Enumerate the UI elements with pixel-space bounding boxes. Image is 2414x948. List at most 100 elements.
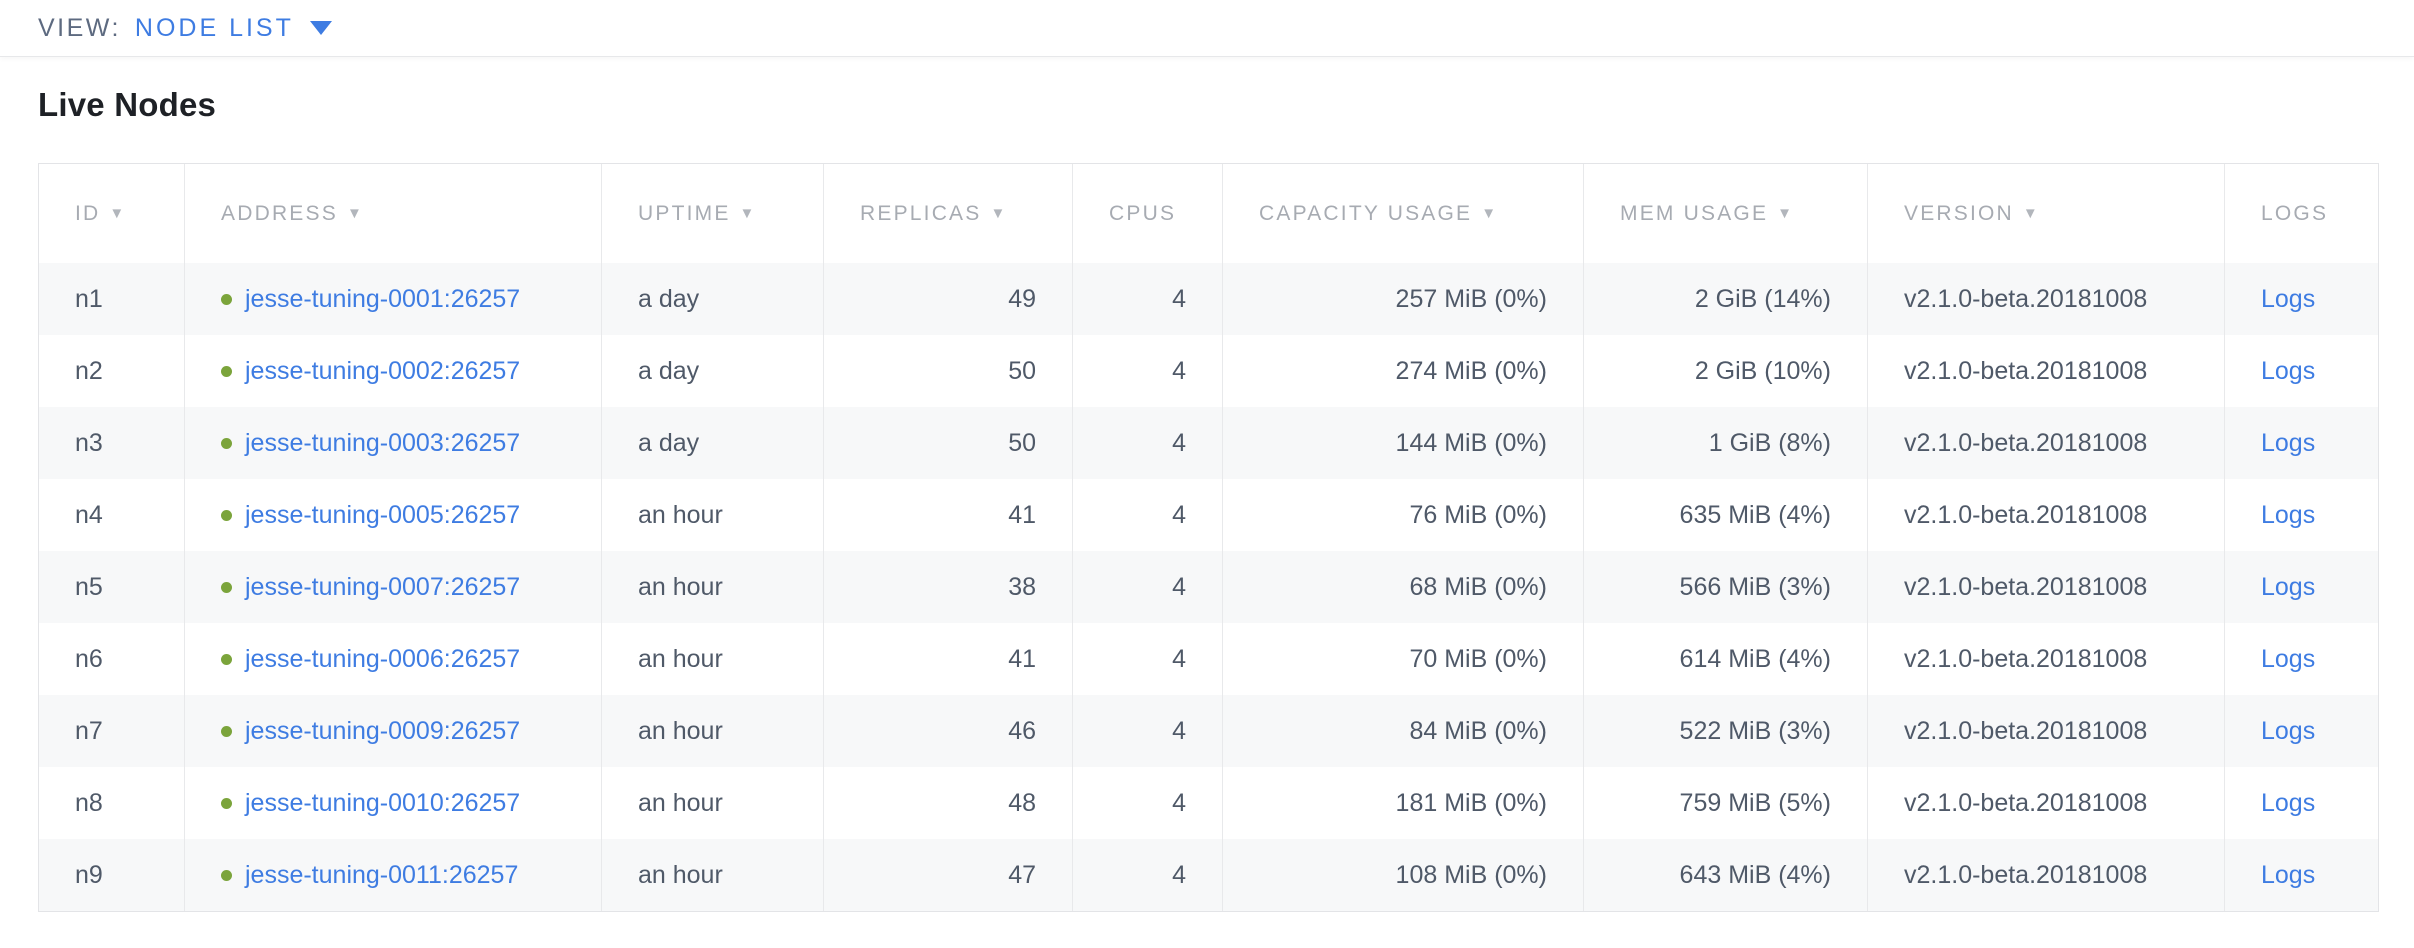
node-logs-link[interactable]: Logs (2261, 572, 2316, 601)
cell-logs: Logs (2224, 695, 2378, 767)
cell-id: n9 (39, 839, 184, 911)
cell-uptime: an hour (601, 623, 823, 695)
cell-version: v2.1.0-beta.20181008 (1867, 263, 2224, 335)
column-header-uptime[interactable]: UPTIME ▼ (601, 164, 823, 263)
cell-address: jesse-tuning-0007:26257 (184, 551, 601, 623)
cell-cpus: 4 (1072, 695, 1222, 767)
cell-replicas: 41 (823, 623, 1072, 695)
cell-version: v2.1.0-beta.20181008 (1867, 479, 2224, 551)
cell-capacity: 84 MiB (0%) (1222, 695, 1583, 767)
cell-replicas: 50 (823, 335, 1072, 407)
cell-mem: 759 MiB (5%) (1583, 767, 1867, 839)
node-health-dot-icon (221, 581, 232, 593)
node-address: jesse-tuning-0001:26257 (221, 285, 565, 314)
node-row-n6: n6 jesse-tuning-0006:26257 an hour 41 4 70 Mi… (39, 623, 2378, 695)
sort-desc-icon: ▼ (1777, 204, 1795, 222)
node-address-link[interactable]: jesse-tuning-0005:26257 (245, 500, 521, 529)
cell-version: v2.1.0-beta.20181008 (1867, 623, 2224, 695)
node-logs-link[interactable]: Logs (2261, 860, 2316, 889)
node-logs-link[interactable]: Logs (2261, 716, 2316, 745)
node-address-link[interactable]: jesse-tuning-0010:26257 (245, 788, 521, 817)
cell-cpus: 4 (1072, 479, 1222, 551)
node-logs-link[interactable]: Logs (2261, 428, 2316, 457)
cell-cpus: 4 (1072, 767, 1222, 839)
view-selector-dropdown[interactable]: NODE LIST (135, 14, 332, 43)
cell-uptime: an hour (601, 839, 823, 911)
node-address-link[interactable]: jesse-tuning-0001:26257 (245, 284, 521, 313)
cell-version: v2.1.0-beta.20181008 (1867, 335, 2224, 407)
node-address: jesse-tuning-0011:26257 (221, 861, 565, 890)
column-header-version[interactable]: VERSION ▼ (1867, 164, 2224, 263)
cell-version: v2.1.0-beta.20181008 (1867, 767, 2224, 839)
node-row-n1: n1 jesse-tuning-0001:26257 a day 49 4 257 MiB… (39, 263, 2378, 335)
column-header-mem[interactable]: MEM USAGE ▼ (1583, 164, 1867, 263)
cell-capacity: 144 MiB (0%) (1222, 407, 1583, 479)
cell-cpus: 4 (1072, 839, 1222, 911)
cell-mem: 566 MiB (3%) (1583, 551, 1867, 623)
cell-id: n2 (39, 335, 184, 407)
node-address-link[interactable]: jesse-tuning-0002:26257 (245, 356, 521, 385)
column-header-capacity[interactable]: CAPACITY USAGE ▼ (1222, 164, 1583, 263)
cell-capacity: 108 MiB (0%) (1222, 839, 1583, 911)
node-health-dot-icon (221, 509, 232, 521)
column-label: CPUS (1109, 201, 1177, 225)
cell-logs: Logs (2224, 263, 2378, 335)
cell-capacity: 76 MiB (0%) (1222, 479, 1583, 551)
page-title: Live Nodes (38, 86, 217, 123)
cell-address: jesse-tuning-0009:26257 (184, 695, 601, 767)
chevron-down-icon (309, 21, 332, 35)
cell-id: n7 (39, 695, 184, 767)
table-header-row: ID ▼ ADDRESS ▼ UPTIME ▼ REPLICAS ▼ CPUS CAPACITY … (39, 164, 2378, 263)
node-row-n2: n2 jesse-tuning-0002:26257 a day 50 4 274 MiB… (39, 335, 2378, 407)
column-label: VERSION (1904, 201, 2014, 225)
node-address-link[interactable]: jesse-tuning-0006:26257 (245, 644, 521, 673)
column-header-cpus: CPUS (1072, 164, 1222, 263)
cell-address: jesse-tuning-0001:26257 (184, 263, 601, 335)
cell-cpus: 4 (1072, 335, 1222, 407)
cell-capacity: 68 MiB (0%) (1222, 551, 1583, 623)
column-header-replicas[interactable]: REPLICAS ▼ (823, 164, 1072, 263)
cell-version: v2.1.0-beta.20181008 (1867, 407, 2224, 479)
column-label: LOGS (2261, 201, 2329, 225)
node-logs-link[interactable]: Logs (2261, 644, 2316, 673)
live-nodes-table: ID ▼ ADDRESS ▼ UPTIME ▼ REPLICAS ▼ CPUS CAPACITY … (38, 163, 2379, 912)
cell-uptime: an hour (601, 479, 823, 551)
node-health-dot-icon (221, 869, 232, 881)
cell-mem: 635 MiB (4%) (1583, 479, 1867, 551)
column-label: REPLICAS (860, 201, 982, 225)
cell-id: n1 (39, 263, 184, 335)
cell-replicas: 49 (823, 263, 1072, 335)
cell-mem: 2 GiB (14%) (1583, 263, 1867, 335)
cell-replicas: 48 (823, 767, 1072, 839)
cell-version: v2.1.0-beta.20181008 (1867, 551, 2224, 623)
node-health-dot-icon (221, 725, 232, 737)
node-logs-link[interactable]: Logs (2261, 788, 2316, 817)
node-logs-link[interactable]: Logs (2261, 500, 2316, 529)
cell-replicas: 41 (823, 479, 1072, 551)
cell-address: jesse-tuning-0005:26257 (184, 479, 601, 551)
sort-desc-icon: ▼ (2022, 204, 2040, 222)
node-row-n9: n9 jesse-tuning-0011:26257 an hour 47 4 108 M… (39, 839, 2378, 911)
node-address: jesse-tuning-0002:26257 (221, 357, 565, 386)
cell-uptime: a day (601, 407, 823, 479)
node-address-link[interactable]: jesse-tuning-0007:26257 (245, 572, 521, 601)
column-header-id[interactable]: ID ▼ (39, 164, 184, 263)
sort-desc-icon: ▼ (346, 204, 364, 222)
node-row-n4: n4 jesse-tuning-0005:26257 an hour 41 4 76 Mi… (39, 479, 2378, 551)
cell-cpus: 4 (1072, 551, 1222, 623)
node-logs-link[interactable]: Logs (2261, 356, 2316, 385)
node-address-link[interactable]: jesse-tuning-0009:26257 (245, 716, 521, 745)
node-address-link[interactable]: jesse-tuning-0011:26257 (245, 860, 519, 889)
cell-logs: Logs (2224, 407, 2378, 479)
node-health-dot-icon (221, 365, 232, 377)
node-logs-link[interactable]: Logs (2261, 284, 2316, 313)
cell-uptime: a day (601, 263, 823, 335)
cell-uptime: an hour (601, 695, 823, 767)
cell-cpus: 4 (1072, 407, 1222, 479)
cell-uptime: an hour (601, 551, 823, 623)
node-address-link[interactable]: jesse-tuning-0003:26257 (245, 428, 521, 457)
column-label: ADDRESS (221, 201, 338, 225)
column-header-address[interactable]: ADDRESS ▼ (184, 164, 601, 263)
node-address: jesse-tuning-0009:26257 (221, 717, 565, 746)
live-nodes-section: Live Nodes ID ▼ ADDRESS ▼ UPTIME ▼ REPLICAS ▼ CP… (0, 57, 2414, 912)
